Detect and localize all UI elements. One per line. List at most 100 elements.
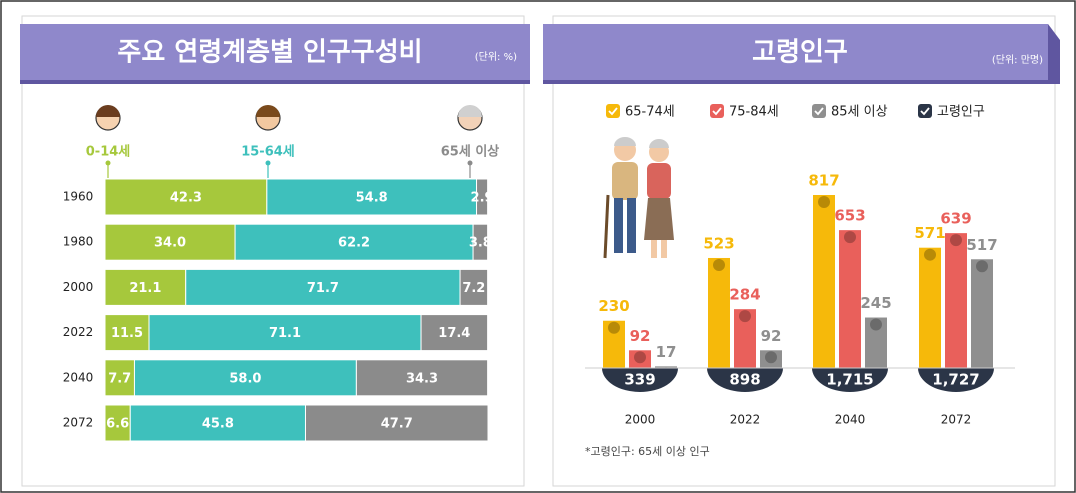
bar (708, 257, 730, 370)
legend-label: 15-64세 (241, 145, 295, 160)
bar-segment (472, 223, 489, 261)
bar-segment (304, 404, 489, 442)
category-label: 2022 (63, 325, 94, 339)
bar-segment (476, 178, 489, 216)
left-title: 주요 연령계층별 인구구성비 (117, 38, 422, 68)
person-icon (713, 258, 725, 271)
category-label: 2072 (63, 416, 94, 430)
person-icon (608, 321, 620, 334)
legend-label: 65-74세 (625, 105, 675, 120)
left-unit: (단위: %) (475, 50, 517, 63)
total-label: 1,727 (932, 371, 979, 389)
bar (734, 309, 756, 370)
couple-illustration (603, 137, 674, 259)
legend-swatch (812, 104, 826, 118)
bar (839, 230, 861, 370)
person-icon (950, 234, 962, 247)
bar (813, 195, 835, 370)
bar-segment (104, 268, 187, 306)
bar-segment (266, 178, 478, 216)
legend-check (608, 107, 618, 116)
bar-segment (104, 178, 268, 216)
person-icon (818, 196, 830, 208)
value-label: 230 (598, 297, 629, 315)
value-label: 21.1 (129, 281, 161, 296)
bar (919, 247, 941, 370)
legend-label: 75-84세 (729, 105, 779, 120)
legend-dot (265, 160, 271, 166)
value-label: 517 (966, 236, 997, 254)
legend-swatch (710, 104, 724, 118)
value-label: 817 (808, 172, 839, 190)
value-label: 62.2 (338, 236, 370, 251)
legend-label: 0-14세 (86, 145, 131, 160)
value-label: 17.4 (438, 326, 470, 341)
value-label: 2.9 (471, 191, 494, 206)
hair-icon (458, 105, 482, 117)
total-badge (602, 368, 678, 392)
person-icon (870, 318, 882, 331)
person-icon (765, 351, 777, 364)
total-label: 339 (624, 371, 655, 389)
value-label: 245 (860, 294, 891, 312)
bar (865, 317, 887, 370)
value-label: 639 (940, 210, 971, 228)
right-panel (552, 15, 1056, 487)
value-label: 54.8 (356, 191, 388, 206)
category-label: 2022 (730, 413, 761, 427)
total-badge (707, 368, 783, 392)
value-label: 7.7 (108, 371, 131, 386)
legend-check (814, 107, 824, 116)
total-label: 898 (729, 371, 760, 389)
bar (971, 259, 993, 370)
value-label: 71.1 (269, 326, 301, 341)
category-label: 2040 (63, 370, 94, 384)
value-label: 11.5 (111, 326, 143, 341)
person-icon (844, 231, 856, 244)
bar-segment (459, 268, 489, 306)
value-label: 92 (761, 327, 782, 345)
total-label: 1,715 (826, 371, 873, 389)
value-label: 653 (834, 207, 865, 225)
legend-label: 65세 이상 (441, 144, 500, 160)
value-label: 34.3 (406, 371, 438, 386)
value-label: 6.6 (106, 417, 129, 432)
category-label: 2040 (835, 413, 866, 427)
legend-check (920, 107, 930, 116)
person-icon (976, 260, 988, 273)
value-label: 17 (656, 343, 677, 361)
legend-check (712, 107, 722, 116)
value-label: 58.0 (229, 371, 261, 386)
left-banner (20, 24, 530, 80)
bar-segment (148, 314, 422, 352)
bar (760, 350, 782, 370)
person-icon (924, 248, 936, 261)
value-label: 571 (914, 224, 945, 242)
right-unit: (단위: 만명) (992, 53, 1043, 66)
value-label: 3.8 (469, 236, 492, 251)
bar-segment (129, 404, 306, 442)
bar-segment (185, 268, 461, 306)
value-label: 42.3 (170, 191, 202, 206)
bar (945, 233, 967, 370)
person-icon (739, 310, 751, 323)
value-label: 71.7 (307, 281, 339, 296)
right-title: 고령인구 (752, 38, 848, 68)
bar (603, 320, 625, 370)
legend-label: 85세 이상 (831, 105, 888, 120)
value-label: 7.2 (462, 281, 485, 296)
total-badge (918, 368, 994, 392)
footnote: *고령인구: 65세 이상 인구 (585, 445, 710, 458)
total-badge (812, 368, 888, 392)
value-label: 284 (729, 286, 760, 304)
bar-segment (355, 359, 489, 397)
bar-segment (104, 404, 131, 442)
value-label: 45.8 (202, 417, 234, 432)
bar-segment (133, 359, 357, 397)
legend-dot (105, 160, 111, 166)
value-label: 92 (630, 327, 651, 345)
value-label: 34.0 (154, 236, 186, 251)
value-label: 523 (703, 234, 734, 252)
